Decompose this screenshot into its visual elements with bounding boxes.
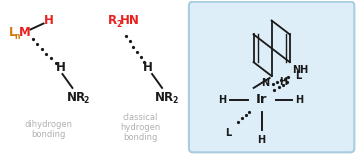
Text: M: M <box>19 26 30 39</box>
Text: bonding: bonding <box>123 133 157 142</box>
FancyBboxPatch shape <box>189 2 354 152</box>
Text: N: N <box>262 78 270 88</box>
Text: H: H <box>258 135 266 146</box>
Text: L: L <box>9 26 16 39</box>
Text: HN: HN <box>120 14 140 27</box>
Text: H: H <box>55 61 65 74</box>
Text: L: L <box>296 71 302 81</box>
Text: H: H <box>280 77 288 87</box>
Text: n: n <box>15 32 20 41</box>
Text: H: H <box>143 61 153 74</box>
Text: NR: NR <box>66 91 86 104</box>
Text: R: R <box>108 14 117 27</box>
Text: 2: 2 <box>172 96 177 105</box>
Text: 2: 2 <box>84 96 89 105</box>
Text: NR: NR <box>155 91 174 104</box>
Text: NH: NH <box>292 65 308 75</box>
Text: H: H <box>296 95 304 105</box>
Text: H: H <box>44 14 54 27</box>
Text: classical: classical <box>122 113 158 122</box>
Text: H: H <box>218 95 226 105</box>
Text: L: L <box>226 128 232 137</box>
Text: 2: 2 <box>116 20 121 29</box>
Text: Ir: Ir <box>256 93 267 106</box>
Text: dihydrogen: dihydrogen <box>25 120 72 129</box>
Text: bonding: bonding <box>31 130 66 139</box>
Text: hydrogen: hydrogen <box>120 123 160 132</box>
